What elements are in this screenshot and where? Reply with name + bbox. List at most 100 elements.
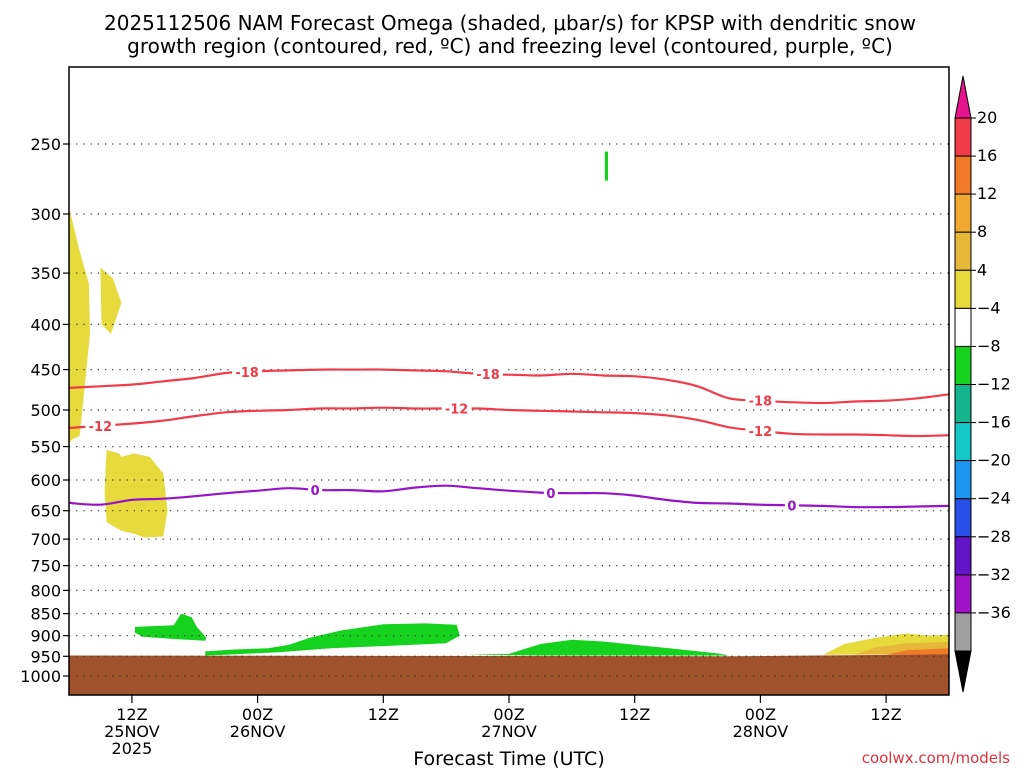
contour-label-bg	[85, 418, 116, 433]
chart-title: 2025112506 NAM Forecast Omega (shaded, μ…	[104, 11, 916, 35]
contour-0	[68, 484, 950, 509]
omega-sink-right-max	[886, 648, 949, 655]
colorbar-segment	[954, 384, 972, 424]
y-tick-label: 450	[30, 361, 61, 380]
plot-background	[69, 67, 949, 695]
y-tick-label: 850	[30, 605, 61, 624]
colorbar-segment	[954, 231, 972, 271]
colorbar-label: −12	[977, 375, 1011, 394]
colorbar-label: −16	[977, 413, 1011, 432]
contour-label-bg	[308, 482, 323, 497]
contour-label-bg	[784, 498, 799, 513]
contour-label-0: 0	[546, 487, 555, 502]
y-tick-label: 250	[30, 135, 61, 154]
ground	[69, 654, 949, 695]
y-tick-label: 1000	[20, 667, 61, 686]
credit-text: coolwx.com/models	[862, 749, 1010, 767]
y-tick-label: 350	[30, 264, 61, 283]
y-tick-label: 800	[30, 581, 61, 600]
contour-label-bg	[745, 423, 776, 438]
x-tick-label: 26NOV	[230, 722, 286, 741]
x-tick-label: 27NOV	[481, 722, 537, 741]
contour-label-bg	[543, 485, 558, 500]
y-axis: 250 300 350 400 450 500 550 600 650 700 750 800 850 9…	[20, 135, 69, 686]
colorbar-segment	[954, 536, 972, 576]
omega-shading	[69, 151, 949, 656]
x-tick-label: 2025	[112, 739, 153, 758]
colorbar-label: 4	[977, 260, 987, 279]
colorbar-label: 20	[977, 108, 997, 127]
omega-sink-blob-lower	[104, 450, 168, 538]
colorbar-segment	[954, 193, 972, 233]
omega-rise-band-3	[467, 639, 729, 656]
colorbar-segment	[954, 574, 972, 614]
colorbar-label: −24	[977, 489, 1011, 508]
colorbar-segment	[954, 612, 972, 652]
colorbar-label: −4	[977, 298, 1001, 317]
colorbar-segment	[954, 422, 972, 462]
colorbar-segment	[954, 307, 972, 347]
y-tick-label: 650	[30, 502, 61, 521]
y-tick-label: 400	[30, 315, 61, 334]
omega-rise-band-2	[205, 623, 460, 656]
colorbar-segment	[954, 155, 972, 195]
x-tick-label: 12Z	[368, 705, 399, 724]
y-tick-label: 500	[30, 401, 61, 420]
ground-fill	[69, 654, 949, 695]
omega-sink-blob-upper	[100, 267, 122, 334]
x-tick-label: 00Z	[745, 705, 776, 724]
x-tick-label: 00Z	[242, 705, 273, 724]
y-tick-label: 950	[30, 647, 61, 666]
colorbar-segment	[954, 117, 972, 157]
contour-label--12: -12	[445, 403, 469, 418]
colorbar-bottom-arrow	[954, 650, 972, 693]
colorbar-top-arrow	[954, 75, 972, 119]
contour-label-0: 0	[787, 499, 796, 514]
y-tick-label: 900	[30, 627, 61, 646]
colorbar-label: −8	[977, 336, 1001, 355]
y-tick-label: 700	[30, 530, 61, 549]
y-tick-label: 600	[30, 471, 61, 490]
omega-rise-streak-upper	[604, 151, 608, 181]
contour-label--18: -18	[235, 366, 259, 381]
colorbar-label: −20	[977, 451, 1011, 470]
y-tick-label: 750	[30, 557, 61, 576]
y-tick-label: 550	[30, 438, 61, 457]
omega-rise-band-1	[135, 613, 207, 641]
chart-subtitle: growth region (contoured, red, ºC) and f…	[127, 34, 893, 58]
colorbar-label: −32	[977, 565, 1011, 584]
colorbar-label: 8	[977, 222, 987, 241]
colorbar: 20 16 12 8 4 −4 −8 −12 −16 −20 −24 −28 −32 −36	[954, 75, 1011, 693]
x-axis-label: Forecast Time (UTC)	[413, 748, 604, 768]
contour-lines: -18 -18 -18 -12 -12 -12 0 0 0	[68, 364, 950, 514]
contour-label-bg	[473, 367, 503, 382]
x-tick-label: 12Z	[870, 705, 901, 724]
colorbar-label: 16	[977, 146, 997, 165]
colorbar-segment	[954, 345, 972, 385]
x-tick-label: 12Z	[116, 705, 147, 724]
x-tick-label: 25NOV	[104, 722, 160, 741]
x-tick-label: 00Z	[493, 705, 524, 724]
contour--12	[68, 406, 950, 438]
x-tick-label: 28NOV	[733, 722, 789, 741]
omega-sink-column-left	[69, 207, 90, 444]
contour-label--18: -18	[476, 368, 500, 383]
contour-label-0: 0	[311, 484, 320, 499]
contour-label--12: -12	[749, 425, 773, 440]
y-tick-label: 300	[30, 205, 61, 224]
contour-label-bg	[745, 393, 776, 408]
colorbar-label: 12	[977, 184, 997, 203]
colorbar-segment	[954, 498, 972, 538]
contour-label-bg	[441, 401, 472, 416]
colorbar-segment	[954, 269, 972, 309]
contour-label--12: -12	[89, 420, 113, 435]
colorbar-label: −36	[977, 603, 1011, 622]
contour-label-bg	[232, 364, 263, 379]
colorbar-segment	[954, 460, 972, 500]
colorbar-label: −28	[977, 527, 1011, 546]
contour-label--18: -18	[749, 395, 773, 410]
contour--18	[68, 368, 950, 405]
x-tick-label: 12Z	[619, 705, 650, 724]
